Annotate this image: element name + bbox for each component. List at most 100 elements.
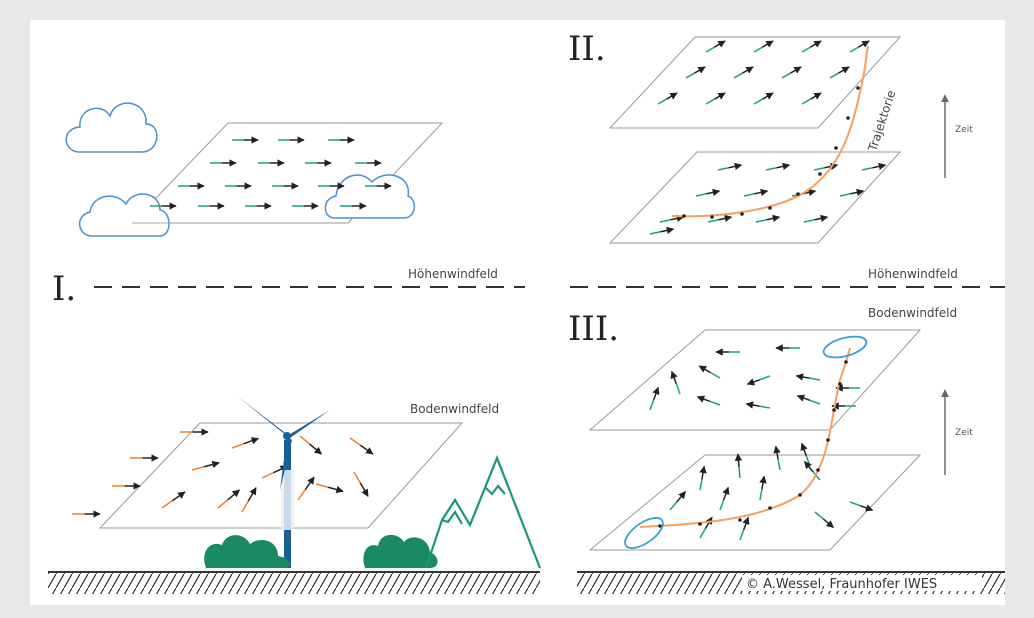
trajectory-point [838,382,842,386]
wind-arrow-head [810,92,822,100]
ground-plane-right-bottom [588,454,922,551]
wind-arrow-tail [217,499,229,509]
wind-arrow-tail [710,371,721,379]
wind-arrow-head [327,485,344,494]
wind-arrow-tail [353,471,361,484]
wind-arrow-tail [781,72,791,79]
upper-plane-right [608,36,902,129]
wind-arrow-head [670,370,678,385]
wind-arrow-tail [705,46,715,53]
wind-arrow-head [790,66,802,74]
wind-arrow-tail [803,219,815,223]
wind-arrow-head [795,373,810,381]
wind-arrow-tail [829,72,839,79]
wind-arrow-head [850,188,865,197]
wind-arrow-tail [315,483,329,488]
wind-arrow-tail [241,500,249,513]
ground-wind-label-right: Bodenwindfeld [868,306,957,320]
wind-arrow-head [203,460,220,469]
wind-arrow-tail [699,528,707,539]
wind-arrow-head [734,453,743,468]
wind-arrow-tail [297,489,306,501]
cloud-icon [65,102,158,153]
section-label-ii: II. [568,29,606,69]
trajectory-point [844,360,848,364]
wind-arrow-tail [753,98,763,105]
trajectory-point [798,493,802,497]
wind-arrow-head [773,445,781,460]
wind-arrow-head [766,214,781,223]
wind-arrow-head [698,365,712,374]
wind-arrow-head [227,489,241,501]
wind-arrow-head [171,491,186,502]
wind-arrow-tail [801,98,811,105]
wind-arrow-head [722,486,730,501]
wind-arrow-tail [707,219,719,223]
wind-arrow-head [694,66,706,74]
wind-arrow-tail [299,435,311,445]
ground-left [48,571,540,594]
wind-arrow-tail [649,399,655,411]
mountain-icon [424,455,542,569]
wind-arrow-tail [759,405,771,409]
wind-turbine-icon [237,396,330,568]
trajectory-point [768,206,772,210]
wind-arrow-tail [709,400,721,406]
wind-arrow-tail [231,442,245,449]
wind-arrow-head [746,378,761,386]
wind-arrow-head [742,66,754,74]
trajectory-point [682,214,686,218]
trajectory-point [698,522,702,526]
wind-arrow-head [714,40,726,48]
wind-arrow-tail [675,383,681,395]
wind-arrow-tail [849,46,859,53]
wind-arrow-tail [765,167,777,171]
wind-arrow-head [718,214,733,223]
section-label-iii: III. [568,309,619,349]
trajectory-point [768,506,772,510]
wind-arrow-tail [861,167,873,171]
wind-arrow-tail [738,467,741,479]
wind-arrow-head [796,394,811,402]
upper-wind-label-left: Höhenwindfeld [408,267,498,281]
wind-arrow-head [304,476,315,491]
section-label-i: I. [52,269,76,309]
trajectory-point [740,212,744,216]
wind-arrow-head [762,40,774,48]
wind-arrow-head [714,92,726,100]
wind-arrow-tail [685,72,695,79]
wind-arrow-tail [753,46,763,53]
wind-arrow-head [776,162,791,171]
wind-arrow-head [699,465,707,480]
cloud-icon [79,174,416,237]
wind-arrow-tail [733,72,743,79]
trajectory-point [846,116,850,120]
wind-arrow-tail [717,167,729,171]
trajectory-point [832,408,836,412]
wind-arrow-tail [191,466,205,471]
trajectory-point [818,172,822,176]
wind-arrow-head [872,162,887,171]
wind-arrow-head [359,444,374,455]
wind-arrow-tail [777,459,781,471]
wind-arrow-tail [839,193,851,197]
trajectory-point [658,524,662,528]
trajectory-point [834,146,838,150]
wind-arrow-head [676,491,687,503]
trajectory-point [816,468,820,472]
wind-arrow-head [652,386,660,401]
wind-arrow-head [859,504,874,512]
wind-arrow-tail [809,377,821,381]
time-label-bottom: Zeit [955,428,973,438]
wind-arrow-tail [705,98,715,105]
wind-arrow-head [810,40,822,48]
wind-arrow-head [243,437,260,445]
wind-arrow-tail [719,499,725,511]
wind-arrow-tail [759,489,763,501]
wind-arrow-head [728,162,743,171]
wind-arrow-head [706,188,721,197]
wind-arrow-head [822,518,834,529]
upper-wind-arrows-left [150,136,392,210]
wind-arrows-section-iii [649,344,874,541]
wind-arrow-head [800,442,808,457]
